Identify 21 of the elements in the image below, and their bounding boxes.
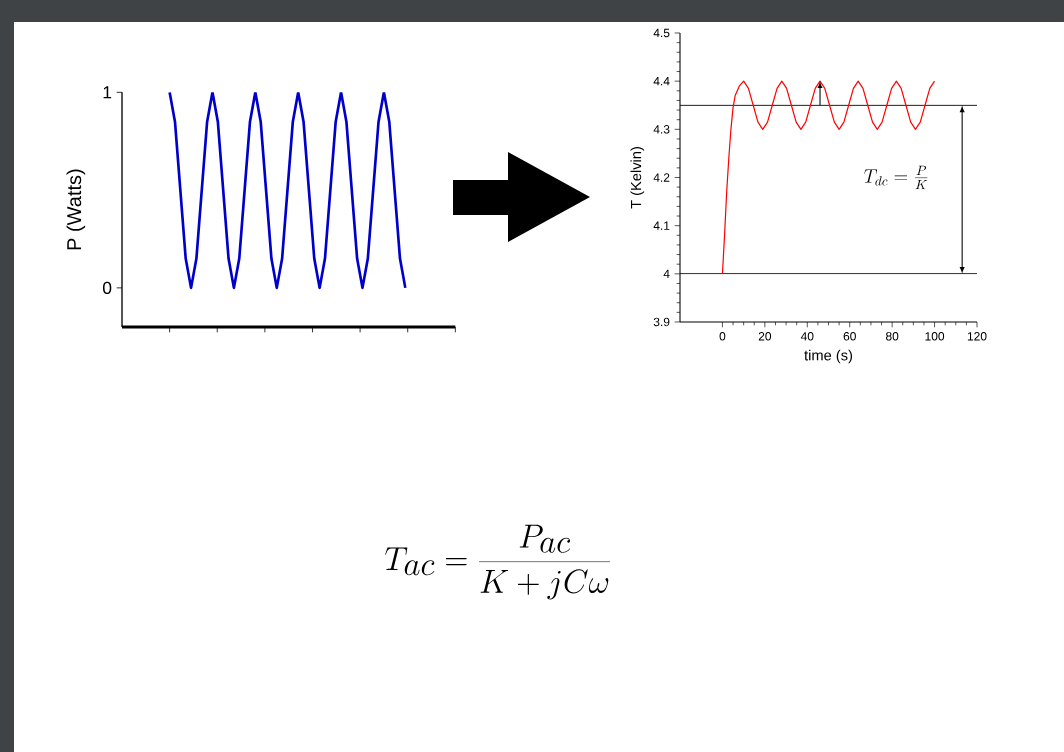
y-tick-label: 4.1 — [653, 221, 670, 230]
y-tick-label: 4 — [663, 269, 670, 278]
y-tick-label: 3.9 — [653, 317, 670, 327]
x-tick-label: 60 — [843, 332, 856, 341]
y-tick-label: 1 — [103, 86, 112, 99]
line-series — [721, 80, 936, 275]
y-tick-label: 4.3 — [653, 125, 670, 134]
text: $T_{ac} = \frac{P_{ac}}{K + jC\omega}$ — [385, 524, 611, 600]
annotation: $T_{dc} = \frac{P}{K}$ — [864, 165, 928, 190]
y-tick-label: 4.2 — [653, 173, 670, 182]
y-tick-label: 4.5 — [653, 28, 670, 38]
y-axis-title: P (Watts) — [66, 169, 86, 250]
x-tick-label: 20 — [758, 332, 772, 341]
x-tick-label: 40 — [800, 332, 814, 341]
x-tick-label: 100 — [925, 332, 945, 341]
y-axis-title: T (Kelvin) — [630, 147, 645, 209]
x-tick-label: 120 — [967, 332, 987, 341]
x-tick-label: 80 — [886, 332, 899, 341]
y-tick-label: 4.4 — [653, 77, 670, 86]
x-tick-label: 0 — [719, 332, 726, 341]
x-axis-title: time (s) — [804, 349, 853, 364]
